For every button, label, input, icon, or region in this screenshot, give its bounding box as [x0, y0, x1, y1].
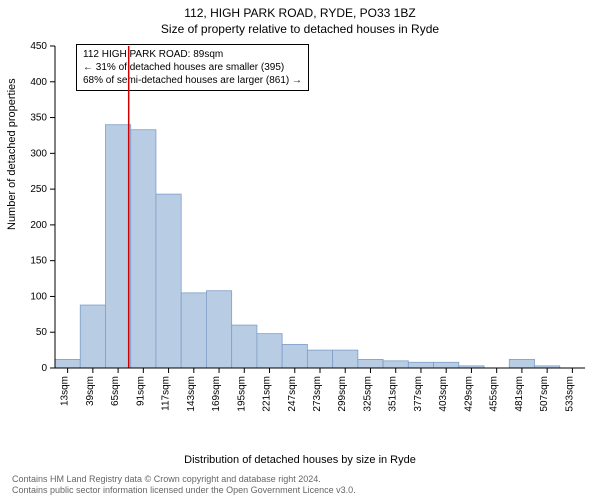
- histogram-bar: [333, 350, 358, 368]
- x-tick-label: 169sqm: [211, 376, 222, 412]
- x-tick-label: 117sqm: [161, 376, 172, 411]
- histogram-bar: [105, 125, 130, 368]
- histogram-bar: [408, 362, 433, 368]
- histogram-bar: [257, 334, 282, 368]
- x-tick-label: 429sqm: [463, 376, 474, 412]
- x-tick-label: 247sqm: [287, 376, 298, 412]
- y-tick-label: 300: [30, 148, 47, 159]
- x-tick-label: 143sqm: [186, 376, 197, 412]
- y-tick-label: 350: [30, 113, 47, 124]
- histogram-chart: 0 50 100 150 200 250 300 350 400 450 13sqm 39sqm 65s…: [0, 38, 600, 438]
- x-tick-label: 299sqm: [337, 376, 348, 412]
- y-tick-label: 250: [30, 184, 47, 195]
- histogram-bar: [156, 194, 181, 368]
- page-title: 112, HIGH PARK ROAD, RYDE, PO33 1BZ: [0, 0, 600, 22]
- x-axis-title: Distribution of detached houses by size …: [0, 454, 600, 466]
- histogram-bar: [80, 305, 105, 368]
- histogram-bar: [307, 350, 332, 368]
- histogram-bar: [358, 359, 383, 368]
- x-tick-label: 455sqm: [489, 376, 500, 412]
- histogram-bar: [282, 344, 307, 368]
- attribution-line-2: Contains public sector information licen…: [12, 485, 356, 496]
- histogram-bar: [181, 293, 206, 368]
- y-tick-label: 450: [30, 41, 47, 52]
- x-tick-label: 195sqm: [236, 376, 247, 412]
- x-tick-label: 377sqm: [413, 376, 424, 412]
- x-tick-label: 507sqm: [539, 376, 550, 412]
- x-tick-label: 39sqm: [85, 376, 96, 406]
- y-tick-label: 0: [41, 363, 47, 374]
- y-tick-label: 50: [36, 327, 48, 338]
- x-tick-label: 65sqm: [110, 376, 121, 406]
- histogram-bar: [131, 130, 156, 368]
- y-axis-title: Number of detached properties: [6, 78, 18, 230]
- y-tick-label: 200: [30, 220, 47, 231]
- histogram-bar: [509, 359, 534, 368]
- y-tick-label: 100: [30, 291, 47, 302]
- x-tick-label: 91sqm: [135, 376, 146, 406]
- histogram-bar: [383, 361, 408, 368]
- chart-container: 112, HIGH PARK ROAD, RYDE, PO33 1BZ Size…: [0, 0, 600, 500]
- histogram-bar: [206, 291, 231, 368]
- histogram-bar: [55, 359, 80, 368]
- x-tick-label: 221sqm: [262, 376, 273, 412]
- y-tick-label: 400: [30, 77, 47, 88]
- y-tick-label: 150: [30, 256, 47, 267]
- x-tick-label: 403sqm: [438, 376, 449, 412]
- attribution-line-1: Contains HM Land Registry data © Crown c…: [12, 474, 356, 485]
- x-tick-label: 481sqm: [514, 376, 525, 412]
- x-tick-label: 273sqm: [312, 376, 323, 412]
- x-tick-label: 325sqm: [362, 376, 373, 412]
- x-tick-label: 351sqm: [388, 376, 399, 412]
- x-tick-label: 533sqm: [564, 376, 575, 412]
- attribution: Contains HM Land Registry data © Crown c…: [12, 474, 356, 497]
- page-subtitle: Size of property relative to detached ho…: [0, 22, 600, 38]
- histogram-bar: [434, 362, 459, 368]
- x-tick-label: 13sqm: [60, 376, 71, 406]
- histogram-bar: [232, 325, 257, 368]
